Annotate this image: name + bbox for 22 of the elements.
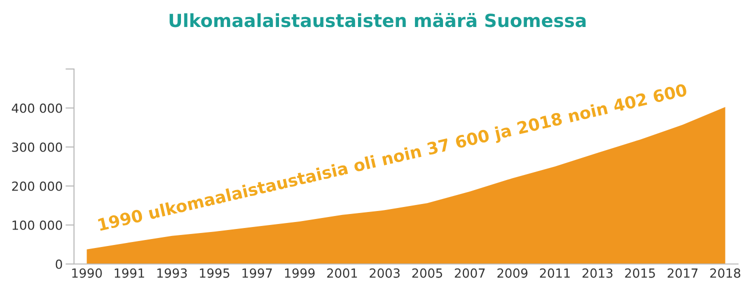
x-tick-label: 2003 xyxy=(370,268,400,278)
x-tick-label: 1997 xyxy=(242,268,272,278)
x-tick-label: 2009 xyxy=(497,268,528,278)
y-tick-label: 400 000 xyxy=(12,103,62,113)
x-tick-label: 1991 xyxy=(114,268,144,278)
x-tick-label: 2015 xyxy=(625,268,655,278)
y-tick-label: 200 000 xyxy=(12,181,62,191)
x-tick-label: 1995 xyxy=(200,268,230,278)
x-tick-label: 2017 xyxy=(668,268,698,278)
x-tick-label: 1993 xyxy=(157,268,187,278)
y-tick-label: 300 000 xyxy=(12,142,62,152)
y-tick-label: 0 xyxy=(56,259,62,269)
x-tick-label: 2001 xyxy=(327,268,357,278)
chart-title: Ulkomaalaistaustaisten määrä Suomessa xyxy=(170,13,586,28)
x-tick-label: 1999 xyxy=(285,268,315,278)
x-tick-label: 2013 xyxy=(582,268,612,278)
x-tick-label: 2018 xyxy=(710,268,740,278)
x-tick-label: 1990 xyxy=(72,268,102,278)
y-tick-label: 100 000 xyxy=(12,220,62,230)
x-tick-label: 2005 xyxy=(412,268,442,278)
x-tick-label: 2011 xyxy=(540,268,570,278)
x-tick-label: 2007 xyxy=(454,268,485,278)
